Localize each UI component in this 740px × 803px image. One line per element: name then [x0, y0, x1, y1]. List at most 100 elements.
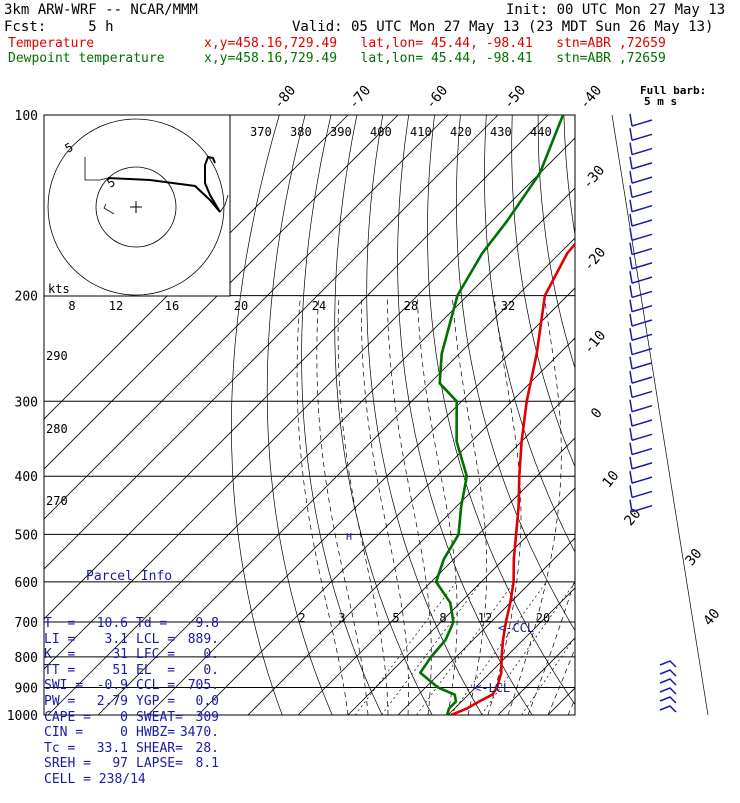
speed-label: 12 [109, 299, 123, 313]
wind-barb [632, 249, 652, 255]
isotherm-label: 0 [588, 405, 606, 422]
lfc-marker: H [346, 532, 352, 543]
wind-barb [632, 377, 652, 383]
wind-barb [660, 679, 676, 685]
wind-barb-flag [630, 428, 632, 440]
isotherm-label: -80 [271, 83, 300, 113]
wind-barb-flag [630, 285, 632, 297]
wind-barb-flag [630, 300, 632, 312]
wind-barb-flag [630, 214, 632, 226]
parcel-key: SREH = [44, 756, 91, 772]
mixing-ratio-label: 3 [338, 611, 345, 625]
wind-barb [660, 697, 676, 703]
wind-barb [632, 449, 652, 455]
parcel-value: 309 [196, 710, 219, 726]
wind-barb [632, 306, 652, 312]
parcel-key: CAPE = [44, 710, 91, 726]
wind-barb [660, 688, 676, 694]
pressure-label-300: 300 [15, 395, 38, 410]
mixing-ratio-label: 8 [439, 611, 446, 625]
mixing-ratio-label: 12 [478, 611, 492, 625]
isotherm-line [398, 115, 740, 715]
parcel-value: 33.1 [97, 741, 128, 757]
wind-barb-flag [630, 443, 632, 455]
wind-barb-flag [630, 128, 632, 140]
isotherm-line [148, 115, 740, 715]
wind-barb [632, 206, 652, 212]
dry-adiabat [693, 115, 740, 715]
theta-label: 420 [450, 125, 472, 139]
wind-barb-flag [630, 243, 632, 255]
pressure-label-200: 200 [15, 290, 38, 305]
isotherm-label: -10 [581, 328, 610, 358]
dry-adiabat-label: 270 [46, 494, 68, 508]
speed-label: 16 [165, 299, 179, 313]
mixing-ratio-label: 20 [536, 611, 550, 625]
parcel-value: 51 [112, 663, 128, 679]
wind-barb-flag [630, 471, 632, 483]
wind-barb [632, 463, 652, 469]
moist-adiabat [317, 296, 368, 715]
parcel-key: Td = [136, 616, 167, 632]
wind-barb [632, 163, 652, 169]
dry-adiabat [719, 115, 740, 715]
wind-barb-flag [630, 228, 632, 240]
wind-barb-flag [630, 114, 632, 126]
parcel-value: 0. [203, 647, 219, 663]
wind-barb-flag [630, 157, 632, 169]
parcel-key: K = [44, 647, 75, 663]
wind-barb-flag [630, 143, 632, 155]
pressure-label-500: 500 [15, 528, 38, 543]
moist-adiabat [568, 296, 727, 715]
dry-adiabat-label: 290 [46, 349, 68, 363]
theta-label: 370 [250, 125, 272, 139]
pressure-label-400: 400 [15, 470, 38, 485]
isotherm-label: -40 [577, 83, 606, 113]
wind-barb [632, 134, 652, 140]
wind-barb-flag [630, 271, 632, 283]
parcel-info-title: Parcel Info [44, 569, 234, 585]
parcel-value: 0 [120, 725, 128, 741]
wind-barb-flag [630, 185, 632, 197]
dry-adiabat [590, 115, 740, 715]
moist-adiabat [528, 296, 609, 715]
ccl-marker: <-CCL [498, 621, 534, 635]
wind-barb-flag [630, 414, 632, 426]
isotherm-line [598, 115, 740, 715]
pressure-label-900: 900 [15, 682, 38, 697]
parcel-cell-label: CELL = [44, 772, 91, 787]
wind-barb-flag [630, 400, 632, 412]
isotherm-line [498, 115, 740, 715]
parcel-key: SWEAT= [136, 710, 183, 726]
isotherm-line [248, 115, 740, 715]
wind-barb [632, 434, 652, 440]
wind-barb-flag [630, 385, 632, 397]
parcel-key: SWI = [44, 678, 83, 694]
speed-label: 24 [312, 299, 326, 313]
wind-barb [632, 334, 652, 340]
wind-barb [632, 120, 652, 126]
parcel-value: 3470. [180, 725, 219, 741]
speed-label: 32 [501, 299, 515, 313]
dry-adiabat [335, 115, 433, 715]
isotherm-label: 10 [599, 468, 622, 491]
wind-barb [632, 391, 652, 397]
parcel-value: 705. [188, 678, 219, 694]
parcel-value: -0.9 [97, 678, 128, 694]
parcel-value: 889. [188, 632, 219, 648]
wind-barb-flag [630, 328, 632, 340]
hodograph-frame [44, 115, 230, 296]
parcel-key: CCL = [136, 678, 175, 694]
wind-barb [632, 277, 652, 283]
wind-barb [632, 406, 652, 412]
parcel-value: 8.1 [196, 756, 219, 772]
